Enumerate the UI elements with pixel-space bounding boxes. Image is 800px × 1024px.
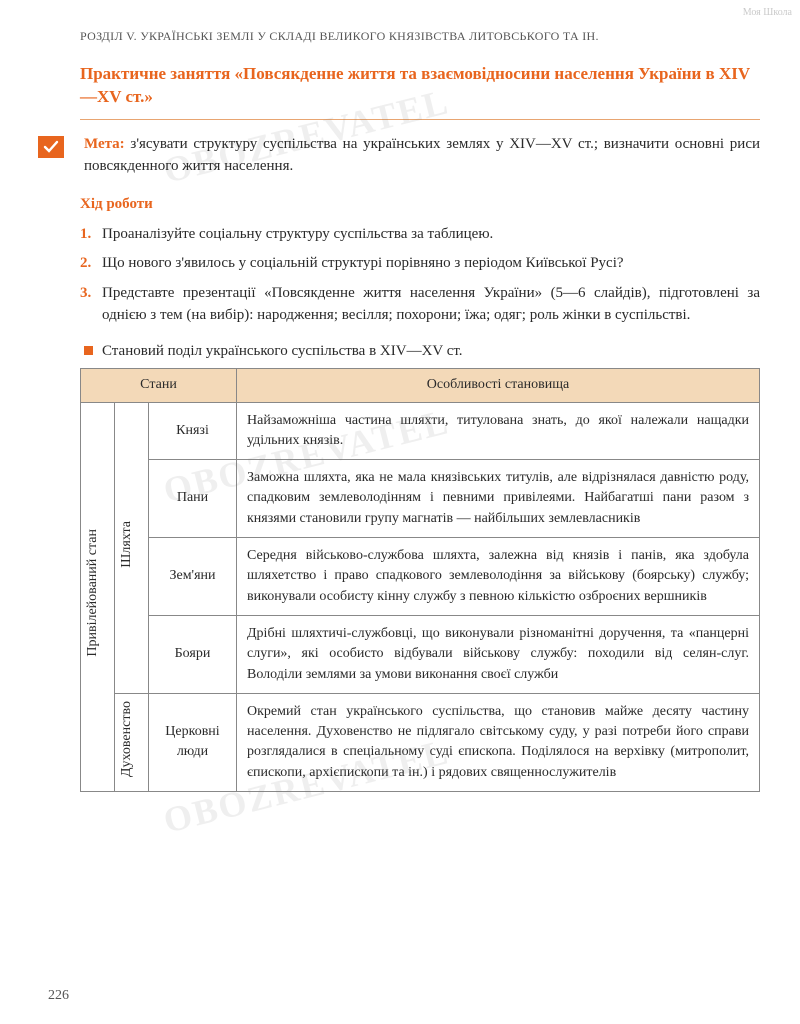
task-text: Що нового з'явилось у соціальній структу… [102,255,624,271]
goal-text: з'ясувати структуру суспільства на украї… [84,136,760,174]
goal-block: Мета: з'ясувати структуру суспільства на… [80,134,760,178]
estate-group-label: Привілейований стан [83,529,103,657]
subgroup-label: Шляхта [117,521,137,568]
estates-table: Стани Особливості становища Привілейован… [80,368,760,792]
title-rule [80,119,760,120]
task-number: 3. [80,283,91,305]
table-row: Бояри Дрібні шляхтичі-службовці, що вико… [81,615,760,693]
estate-name: Церковні люди [149,693,237,791]
estate-desc: Окремий стан українського суспільства, щ… [237,693,760,791]
table-header-features: Особливості становища [237,369,760,402]
estate-name: Пани [149,460,237,538]
estate-name: Зем'яни [149,538,237,616]
table-caption: Становий поділ українського суспільства … [80,341,760,363]
estate-desc: Заможна шляхта, яка не мала князівських … [237,460,760,538]
lesson-title: Практичне заняття «Повсякденне життя та … [80,63,760,109]
table-row: Пани Заможна шляхта, яка не мала князівс… [81,460,760,538]
table-row: Привілейований стан Шляхта Князі Найзамо… [81,402,760,460]
task-number: 1. [80,224,91,246]
task-list: 1. Проаналізуйте соціальну структуру сус… [80,224,760,327]
table-header-estates: Стани [81,369,237,402]
subgroup-cell: Духовенство [115,693,149,791]
subgroup-cell: Шляхта [115,402,149,693]
estate-name: Князі [149,402,237,460]
table-row: Духовенство Церковні люди Окремий стан у… [81,693,760,791]
task-text: Проаналізуйте соціальну структуру суспіл… [102,226,493,242]
corner-logo: Моя Школа [743,6,792,21]
goal-label: Мета: [84,136,125,152]
task-number: 2. [80,253,91,275]
work-heading: Хід роботи [80,194,760,216]
subgroup-label: Духовенство [117,701,137,777]
estate-group-cell: Привілейований стан [81,402,115,791]
checkmark-icon [38,136,64,158]
task-item: 1. Проаналізуйте соціальну структуру сус… [80,224,760,246]
estate-desc: Найзаможніша частина шляхти, титулована … [237,402,760,460]
estate-name: Бояри [149,615,237,693]
estate-desc: Середня військово-службова шляхта, залеж… [237,538,760,616]
estate-desc: Дрібні шляхтичі-службовці, що виконували… [237,615,760,693]
table-caption-text: Становий поділ українського суспільства … [102,343,463,359]
table-row: Зем'яни Середня військово-службова шляхт… [81,538,760,616]
task-item: 2. Що нового з'явилось у соціальній стру… [80,253,760,275]
task-text: Представте презентації «Повсякденне житт… [102,285,760,323]
square-marker-icon [84,346,93,355]
page-number: 226 [48,986,69,1006]
task-item: 3. Представте презентації «Повсякденне ж… [80,283,760,327]
section-header: РОЗДІЛ V. УКРАЇНСЬКІ ЗЕМЛІ У СКЛАДІ ВЕЛИ… [80,28,760,45]
